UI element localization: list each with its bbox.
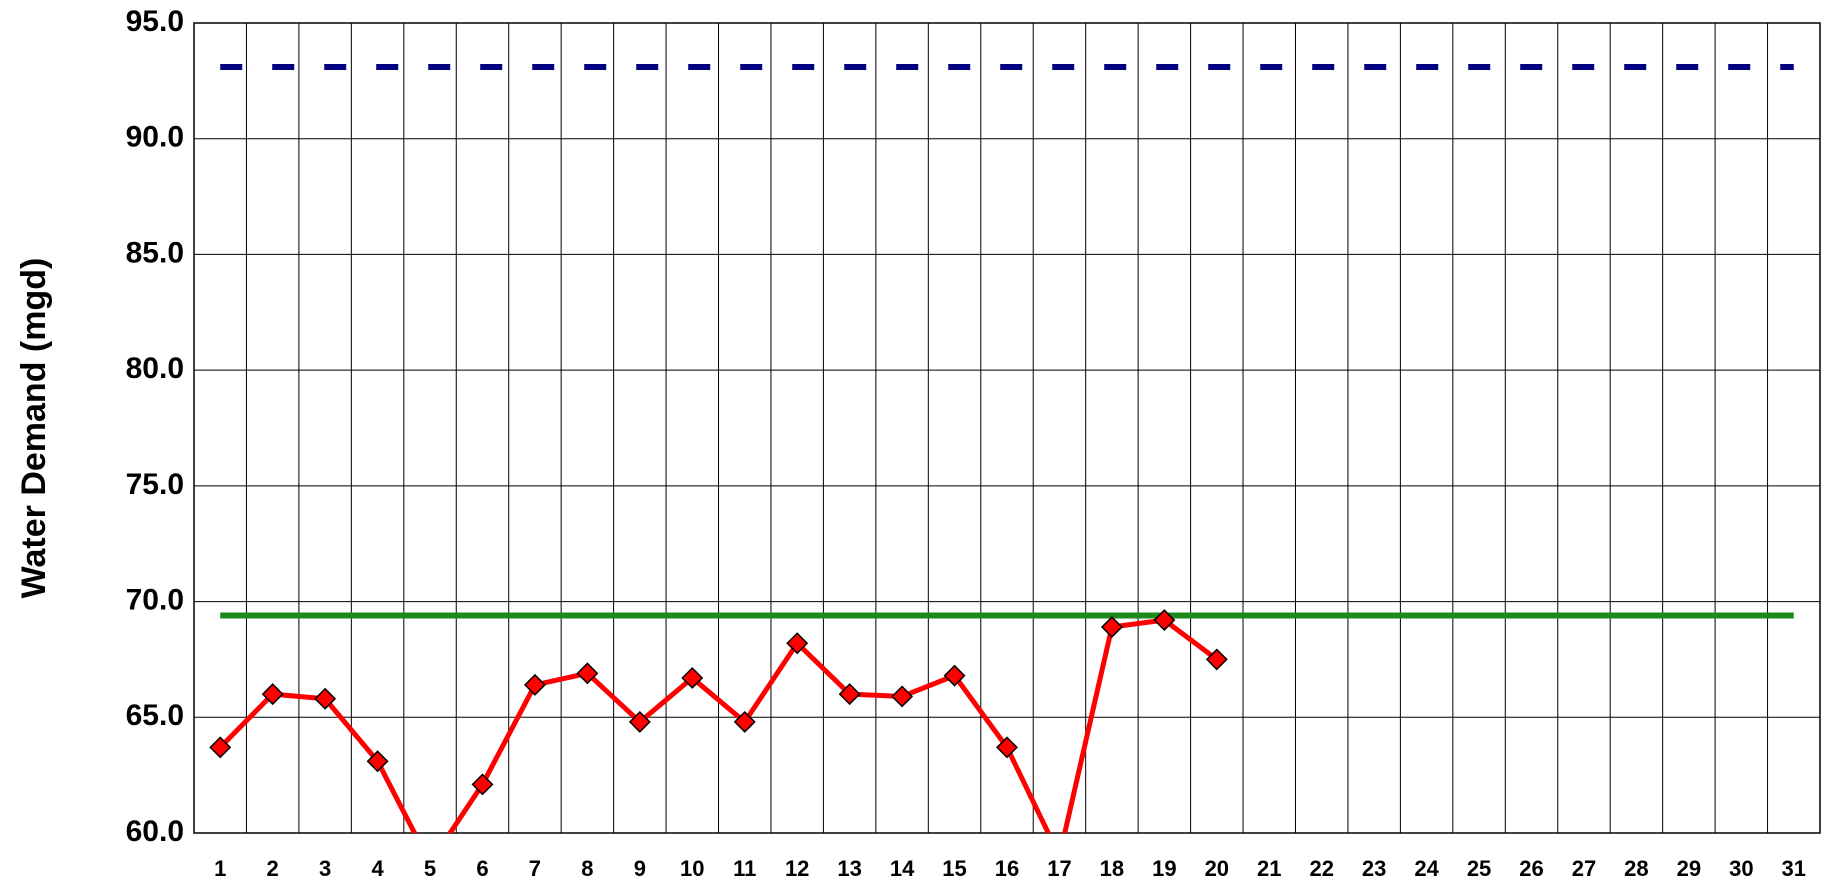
x-tick-label: 27 [1572, 856, 1596, 881]
x-tick-label: 2 [267, 856, 279, 881]
x-tick-label: 5 [424, 856, 436, 881]
y-tick-label: 65.0 [126, 699, 184, 732]
y-tick-label: 75.0 [126, 468, 184, 501]
x-tick-label: 4 [371, 856, 384, 881]
x-tick-label: 12 [785, 856, 809, 881]
plot-clip [209, 63, 1794, 833]
x-tick-label: 25 [1467, 856, 1491, 881]
x-tick-label: 16 [995, 856, 1019, 881]
x-tick-label: 22 [1309, 856, 1333, 881]
x-tick-label: 24 [1414, 856, 1439, 881]
x-tick-label: 13 [837, 856, 861, 881]
x-tick-label: 20 [1205, 856, 1229, 881]
data-point [996, 736, 1018, 759]
x-tick-label: 14 [890, 856, 915, 881]
x-tick-label: 1 [214, 856, 226, 881]
data-point [681, 666, 704, 689]
x-tick-label: 19 [1152, 856, 1176, 881]
x-tick-label: 3 [319, 856, 331, 881]
data-point [891, 685, 914, 708]
data-line [218, 617, 1219, 833]
x-tick-label: 17 [1047, 856, 1071, 881]
x-tick-label: 28 [1624, 856, 1648, 881]
data-point [838, 683, 861, 706]
plot-area [193, 22, 1821, 834]
x-tick-label: 15 [942, 856, 966, 881]
y-axis-label: Water Demand (mgd) [15, 258, 53, 599]
y-tick-label: 90.0 [126, 121, 184, 154]
x-tick-label: 10 [680, 856, 704, 881]
data-point [733, 710, 756, 733]
x-tick-label: 21 [1257, 856, 1281, 881]
data-point [943, 664, 966, 687]
data-point [1153, 609, 1176, 632]
data-point [628, 710, 651, 733]
x-tick-label: 29 [1677, 856, 1701, 881]
data-point [1205, 648, 1228, 671]
data-point [261, 683, 284, 706]
x-tick-label: 31 [1782, 856, 1806, 881]
x-tick-label: 8 [581, 856, 593, 881]
x-tick-label: 11 [733, 856, 756, 881]
y-tick-label: 80.0 [126, 352, 184, 385]
data-point [366, 750, 389, 773]
data-point [314, 687, 337, 710]
x-tick-label: 9 [634, 856, 646, 881]
data-point [471, 773, 494, 796]
x-tick-label: 26 [1519, 856, 1543, 881]
data-point [1100, 616, 1123, 638]
data-point [209, 736, 232, 759]
x-tick-label: 23 [1362, 856, 1386, 881]
y-tick-label: 85.0 [126, 236, 184, 269]
x-tick-label: 7 [529, 856, 541, 881]
data-point [786, 632, 809, 655]
y-tick-label: 60.0 [126, 815, 184, 848]
y-tick-label: 70.0 [126, 583, 184, 616]
data-point [523, 673, 546, 696]
x-tick-label: 18 [1100, 856, 1124, 881]
x-tick-label: 30 [1729, 856, 1753, 881]
y-tick-label: 95.0 [126, 5, 184, 38]
x-tick-label: 6 [476, 856, 488, 881]
data-point [576, 662, 599, 685]
